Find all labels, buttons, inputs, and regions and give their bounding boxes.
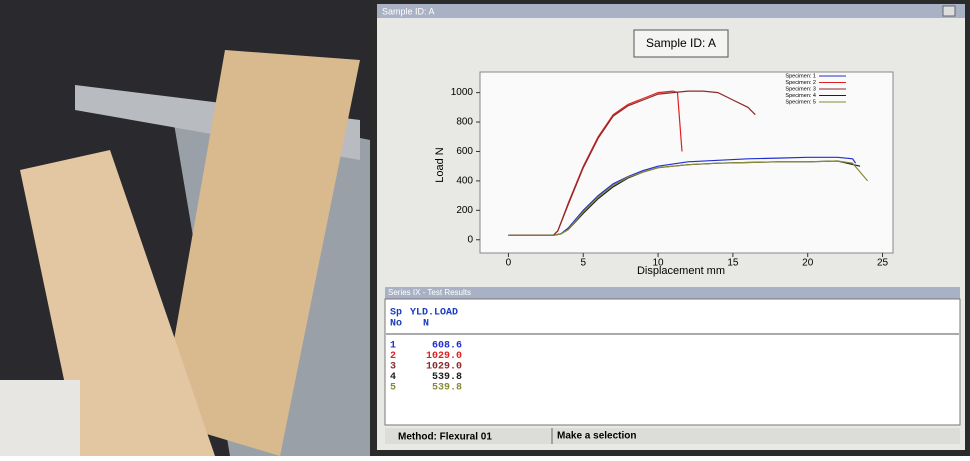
legend-label: Specimen: 2 bbox=[785, 80, 816, 86]
row-value: 539.8 bbox=[432, 383, 462, 394]
row-number: 5 bbox=[390, 383, 396, 394]
panel-title: Series IX - Test Results bbox=[388, 288, 471, 297]
row-value: 539.8 bbox=[432, 372, 462, 383]
status-method: Method: Flexural 01 bbox=[398, 432, 492, 443]
results-panel bbox=[384, 298, 961, 426]
x-tick-label: 0 bbox=[506, 258, 512, 269]
row-value: 1029.0 bbox=[426, 362, 462, 373]
y-tick-label: 0 bbox=[467, 234, 473, 245]
panel-title-bar bbox=[385, 287, 960, 299]
y-tick-label: 400 bbox=[456, 176, 473, 187]
y-tick-label: 1000 bbox=[451, 87, 474, 98]
window-title: Sample ID: A bbox=[382, 6, 435, 16]
y-tick-label: 600 bbox=[456, 146, 473, 157]
x-tick-label: 10 bbox=[653, 258, 665, 269]
row-number: 3 bbox=[390, 362, 396, 373]
legend-label: Specimen: 4 bbox=[785, 93, 816, 99]
y-tick-label: 200 bbox=[456, 205, 473, 216]
title-box bbox=[633, 29, 729, 58]
x-tick-label: 15 bbox=[727, 258, 739, 269]
legend-label: Specimen: 3 bbox=[785, 86, 816, 92]
header: Sp bbox=[390, 308, 402, 319]
x-tick-label: 20 bbox=[802, 258, 814, 269]
header: YLD.LOAD bbox=[410, 308, 458, 319]
title-bar bbox=[377, 4, 965, 18]
x-axis-label: Displacement mm bbox=[637, 265, 725, 277]
row-number: 2 bbox=[390, 351, 396, 362]
y-tick-label: 800 bbox=[456, 117, 473, 128]
header: No bbox=[390, 319, 402, 330]
status-message: Make a selection bbox=[557, 431, 636, 442]
wood-specimen bbox=[20, 150, 215, 456]
legend-label: Specimen: 1 bbox=[785, 73, 816, 79]
data-line bbox=[508, 160, 869, 236]
x-tick-label: 25 bbox=[877, 258, 889, 269]
row-number: 1 bbox=[390, 341, 396, 352]
wood-specimen bbox=[160, 50, 360, 456]
row-value: 608.6 bbox=[432, 341, 462, 352]
table-surface bbox=[0, 380, 80, 456]
chart-title: Sample ID: A bbox=[646, 36, 716, 50]
x-tick-label: 5 bbox=[580, 258, 586, 269]
legend-label: Specimen: 5 bbox=[785, 99, 816, 105]
header: N bbox=[423, 319, 429, 330]
close-button[interactable] bbox=[942, 5, 956, 17]
row-number: 4 bbox=[390, 372, 396, 383]
status-bar bbox=[385, 428, 960, 444]
row-value: 1029.0 bbox=[426, 351, 462, 362]
y-axis-label: Load N bbox=[434, 147, 446, 183]
